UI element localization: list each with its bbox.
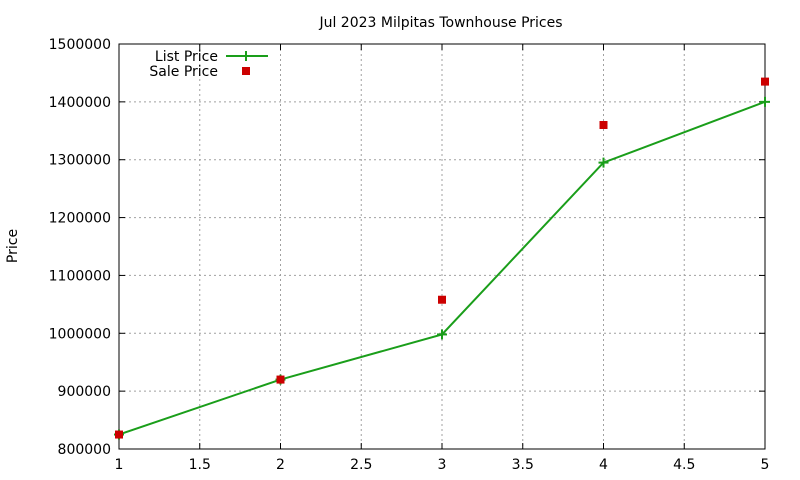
sale-price-point	[761, 77, 769, 86]
x-tick-label: 3	[438, 457, 447, 473]
list-price-point	[437, 329, 447, 340]
y-tick-label: 1100000	[49, 268, 111, 284]
sale-price-point	[438, 295, 446, 304]
grid-lines	[119, 44, 765, 449]
series-layer	[114, 77, 770, 440]
sale-price-point	[115, 430, 123, 439]
y-tick-label: 800000	[58, 442, 111, 458]
legend-label-list-price: List Price	[155, 49, 218, 65]
list-price-point	[598, 157, 609, 168]
axes: 1 1.5 2 2.5 3 3.5 4 4.5 5 800000 900000 1000000 1100…	[49, 37, 770, 473]
legend-label-sale-price: Sale Price	[149, 64, 218, 80]
y-tick-label: 1500000	[49, 37, 111, 53]
y-tick-label: 1000000	[49, 326, 111, 342]
sale-price-point	[599, 121, 608, 129]
x-tick-label: 5	[761, 457, 770, 473]
x-tick-label: 4	[599, 457, 608, 473]
x-tick-label: 4.5	[673, 457, 695, 473]
x-tick-label: 1.5	[189, 457, 211, 473]
y-axis-label: Price	[5, 229, 21, 263]
x-tick-label: 2	[276, 457, 285, 473]
legend-swatch-sale-price	[242, 67, 250, 75]
y-tick-label: 1200000	[49, 211, 111, 227]
list-price-point	[760, 96, 770, 107]
legend-marker-list-price	[241, 51, 251, 61]
y-tick-label: 1400000	[49, 95, 111, 111]
x-tick-label: 3.5	[512, 457, 534, 473]
sale-price-point	[276, 375, 285, 384]
y-tick-label: 1300000	[49, 153, 111, 169]
y-tick-label: 900000	[58, 384, 111, 400]
chart-title: Jul 2023 Milpitas Townhouse Prices	[318, 15, 562, 31]
x-tick-label: 1	[115, 457, 124, 473]
x-tick-label: 2.5	[350, 457, 372, 473]
